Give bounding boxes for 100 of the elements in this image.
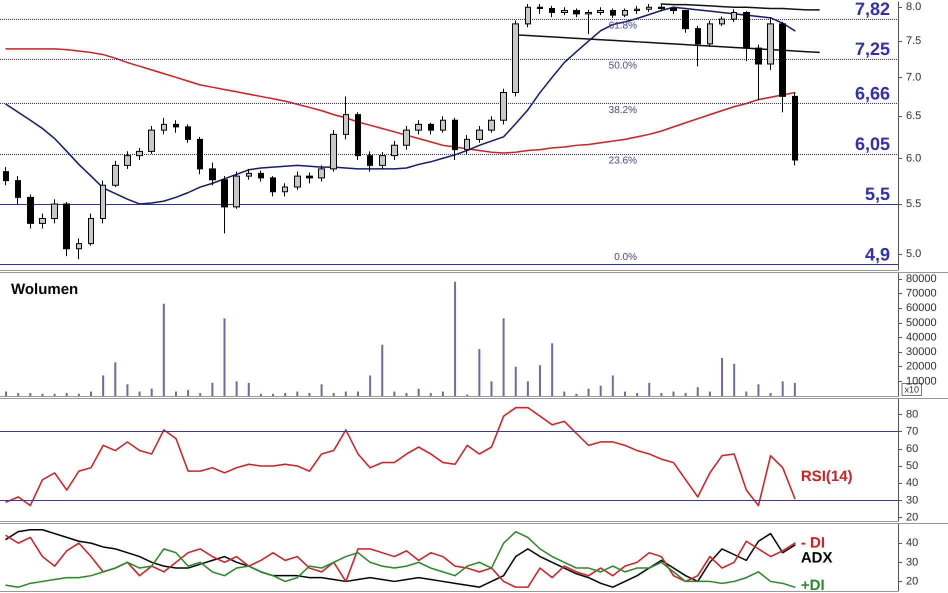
bar	[782, 381, 784, 396]
y-tick-label: 30	[906, 556, 918, 568]
candlestick	[646, 3, 652, 12]
candlestick	[88, 213, 94, 246]
candlestick	[76, 238, 82, 260]
candlestick	[597, 6, 604, 16]
candlestick	[148, 126, 155, 154]
bar	[17, 393, 20, 396]
y-tick-label: 7.0	[906, 71, 922, 84]
candlestick	[318, 164, 325, 182]
bar	[745, 392, 748, 396]
candlestick	[779, 21, 786, 113]
candlestick	[343, 96, 349, 140]
candlestick	[173, 120, 179, 134]
text: x10	[904, 384, 920, 394]
ref-line-label: 6,66	[854, 83, 890, 104]
y-tick-label: 70	[906, 426, 918, 438]
bar	[721, 358, 724, 396]
bar	[454, 282, 456, 396]
candlestick	[476, 126, 483, 144]
y-tick-label: 70000	[906, 288, 937, 300]
bar	[381, 344, 384, 396]
candlestick	[51, 198, 58, 224]
annotation: 38.2%	[608, 104, 638, 116]
candlestick	[719, 16, 725, 26]
candlestick	[512, 20, 519, 97]
y-tick-label: 20	[906, 575, 918, 588]
candlestick	[452, 117, 458, 161]
annotation: 23.6%	[608, 155, 638, 166]
bar	[757, 384, 760, 396]
bar	[636, 393, 638, 396]
y-tick-label: 60	[906, 442, 918, 455]
y-tick-label: 20000	[906, 360, 937, 373]
candlestick	[561, 6, 568, 16]
candlestick	[306, 172, 313, 184]
candlestick	[282, 182, 288, 197]
bar	[660, 393, 662, 396]
candlestick	[585, 9, 592, 35]
candlestick	[63, 202, 70, 257]
candlestick	[246, 168, 252, 180]
y-tick-label: 50	[906, 460, 918, 472]
candlestick	[731, 8, 737, 22]
bar	[296, 392, 298, 396]
candlestick	[403, 126, 410, 150]
bar	[211, 382, 214, 396]
bar	[284, 393, 286, 396]
ref-line-label: 7,82	[854, 0, 890, 20]
bar	[332, 393, 335, 396]
bar	[490, 381, 492, 396]
candlestick	[500, 88, 507, 125]
series-label: - DI	[800, 534, 826, 552]
y-tick-label: 20	[906, 512, 918, 524]
ref-line-label: 5,5	[864, 184, 890, 204]
bar	[612, 376, 614, 396]
bar	[442, 392, 444, 396]
y-tick-label: 30	[906, 494, 918, 506]
candlestick	[537, 3, 543, 14]
series-label: RSI(14)	[800, 468, 853, 486]
y-tick-label: 8.0	[906, 1, 922, 14]
y-tick-label: 7.5	[906, 35, 922, 48]
bar	[526, 381, 529, 396]
bar	[418, 388, 420, 396]
candlestick	[464, 134, 470, 154]
candlestick	[27, 194, 34, 229]
candlestick	[367, 150, 373, 172]
candlestick	[258, 170, 264, 182]
candlestick	[391, 140, 398, 161]
bar	[696, 387, 699, 396]
ref-line-label: 6,05	[854, 134, 890, 154]
text: Wolumen	[11, 281, 78, 298]
candlestick	[488, 116, 495, 134]
candlestick	[197, 136, 203, 175]
candlestick	[379, 152, 386, 170]
candlestick	[428, 122, 434, 135]
bar	[344, 392, 347, 396]
line-series	[5, 48, 796, 154]
candlestick	[707, 20, 713, 48]
candlestick	[209, 162, 216, 186]
bar	[150, 388, 153, 396]
line-series	[5, 6, 796, 205]
bar	[406, 393, 408, 396]
bar	[648, 382, 650, 396]
candlestick	[124, 150, 131, 170]
bar	[236, 381, 238, 396]
y-tick-label: 6.0	[906, 152, 922, 164]
y-tick-label: 10000	[906, 375, 937, 388]
candlestick	[622, 8, 628, 18]
bar	[430, 393, 432, 396]
candlestick	[525, 3, 531, 28]
y-tick-label: 40000	[906, 331, 937, 344]
candlestick	[221, 176, 228, 234]
bar	[588, 388, 590, 396]
candlestick	[755, 44, 762, 101]
bar	[5, 392, 8, 396]
candlestick	[549, 5, 555, 18]
candlestick	[658, 4, 665, 12]
candlestick	[161, 117, 167, 135]
bar	[563, 392, 566, 396]
candlestick	[233, 171, 240, 210]
y-tick-label: 40	[906, 477, 918, 490]
